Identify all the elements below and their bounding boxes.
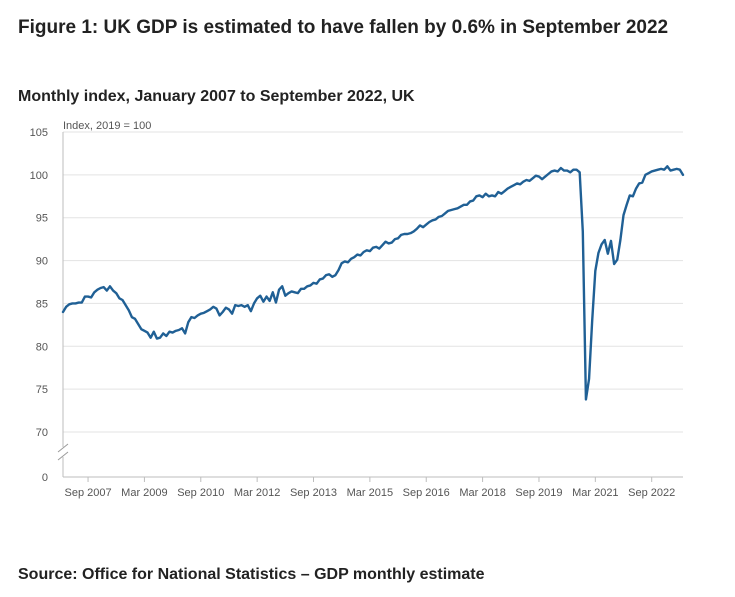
x-tick-label: Mar 2009 — [121, 487, 167, 499]
x-tick-label: Sep 2010 — [177, 487, 224, 499]
source-note: Source: Office for National Statistics –… — [18, 566, 485, 583]
axis-break-mark — [57, 451, 69, 461]
y-tick-label: 90 — [36, 256, 48, 268]
chart-gridlines — [63, 131, 683, 478]
y-tick-label: 75 — [36, 384, 48, 396]
x-tick-label: Sep 2013 — [290, 487, 337, 499]
y-tick-label: 95 — [36, 213, 48, 225]
x-tick-label: Sep 2007 — [64, 487, 111, 499]
y-tick-label-zero: 0 — [42, 472, 48, 484]
y-tick-label: 70 — [36, 427, 48, 439]
x-axis-ticks: Sep 2007 Mar 2009 Sep 2010 Mar 2012 Sep 2013… — [64, 477, 675, 499]
y-tick-label: 100 — [30, 170, 48, 182]
y-tick-label: 80 — [36, 341, 48, 353]
x-tick-label: Sep 2019 — [515, 487, 562, 499]
chart-axes — [57, 132, 69, 477]
x-tick-label: Mar 2018 — [459, 487, 505, 499]
gdp-series-line — [61, 165, 685, 401]
y-axis-ticks: 70 75 80 85 90 95 100 105 0 — [30, 127, 48, 484]
y-tick-label: 85 — [36, 298, 48, 310]
x-tick-label: Mar 2012 — [234, 487, 280, 499]
x-tick-label: Mar 2021 — [572, 487, 618, 499]
axis-break-mark — [57, 443, 69, 453]
figure-title: Figure 1: UK GDP is estimated to have fa… — [18, 17, 669, 38]
y-axis-label: Index, 2019 = 100 — [63, 120, 151, 132]
x-tick-label: Sep 2022 — [628, 487, 675, 499]
series-group — [61, 165, 685, 401]
x-tick-label: Mar 2015 — [347, 487, 393, 499]
figure-subtitle: Monthly index, January 2007 to September… — [18, 88, 415, 105]
x-tick-label: Sep 2016 — [403, 487, 450, 499]
y-tick-label: 105 — [30, 127, 48, 139]
